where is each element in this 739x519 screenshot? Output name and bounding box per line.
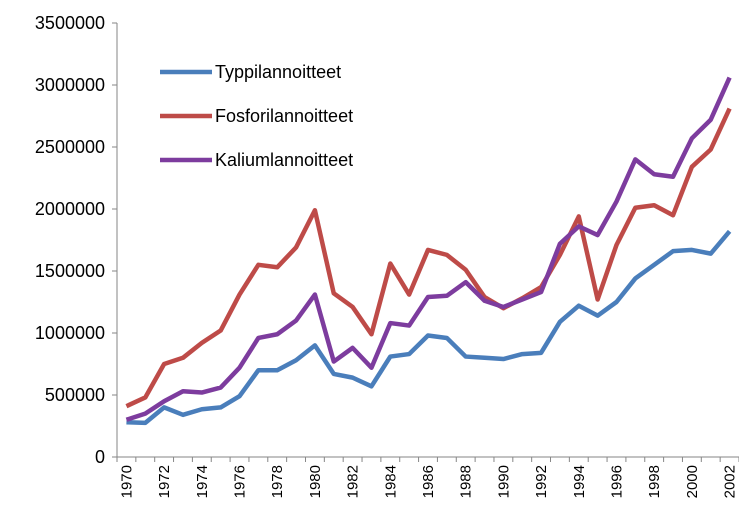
x-tick-label: 1988: [458, 465, 475, 498]
y-tick-label: 3500000: [35, 13, 105, 33]
x-tick-label: 1972: [156, 465, 173, 498]
legend-label: Typpilannoitteet: [215, 62, 341, 82]
x-tick-label: 1982: [345, 465, 362, 498]
y-tick-label: 0: [95, 447, 105, 467]
series-line: [125, 76, 732, 422]
x-tick-label: 2000: [684, 465, 701, 498]
x-tick-label: 1998: [646, 465, 663, 498]
y-tick-label: 2000000: [35, 199, 105, 219]
x-tick-label: 1980: [307, 465, 324, 498]
legend-label: Kaliumlannoitteet: [215, 150, 353, 170]
series-line: [125, 107, 732, 409]
series-line: [126, 229, 732, 426]
legend-label: Fosforilannoitteet: [215, 106, 353, 126]
x-tick-label: 2002: [722, 465, 739, 498]
x-tick-label: 1976: [232, 465, 249, 498]
x-tick-label: 1990: [495, 465, 512, 498]
x-tick-label: 1974: [194, 465, 211, 498]
y-tick-label: 500000: [45, 385, 105, 405]
y-tick-label: 2500000: [35, 137, 105, 157]
y-tick-label: 1500000: [35, 261, 105, 281]
x-tick-label: 1984: [382, 465, 399, 498]
x-tick-label: 1970: [118, 465, 135, 498]
x-tick-label: 1994: [571, 465, 588, 498]
y-tick-label: 3000000: [35, 75, 105, 95]
x-tick-label: 1986: [420, 465, 437, 498]
x-tick-label: 1996: [608, 465, 625, 498]
x-tick-label: 1978: [269, 465, 286, 498]
y-tick-label: 1000000: [35, 323, 105, 343]
x-tick-label: 1992: [533, 465, 550, 498]
